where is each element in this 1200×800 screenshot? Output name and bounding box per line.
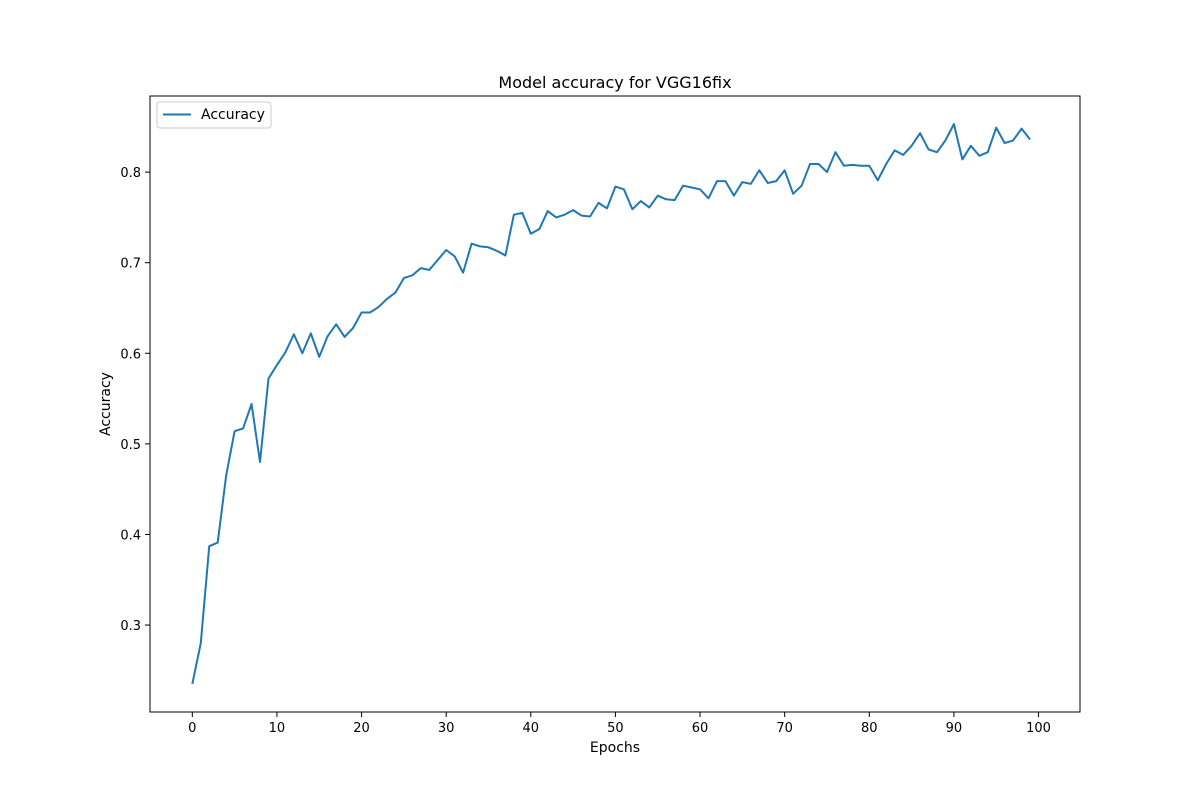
y-tick-label: 0.8 — [120, 166, 141, 181]
y-tick-label: 0.5 — [120, 438, 141, 453]
legend-box — [156, 101, 272, 129]
x-tick-label: 100 — [1026, 721, 1051, 736]
x-tick-label: 90 — [946, 721, 963, 736]
y-axis-ticks: 0.3 0.4 0.5 0.6 0.7 0.8 — [120, 166, 150, 634]
x-tick-label: 40 — [523, 721, 540, 736]
legend-label-accuracy: Accuracy — [201, 107, 265, 123]
plot-area — [150, 96, 1080, 712]
x-axis-ticks: 0 10 20 30 40 50 60 70 80 90 100 — [188, 712, 1051, 736]
x-tick-label: 50 — [607, 721, 624, 736]
y-tick-label: 0.6 — [120, 347, 141, 362]
y-tick-label: 0.7 — [120, 257, 141, 272]
plot-frame — [149, 95, 1081, 713]
x-tick-label: 10 — [269, 721, 286, 736]
series-line-accuracy — [191, 123, 1031, 685]
x-tick-label: 70 — [776, 721, 793, 736]
y-axis-label: Accuracy — [98, 372, 114, 436]
chart-title: Model accuracy for VGG16fix — [498, 73, 731, 92]
y-tick-label: 0.3 — [120, 619, 141, 634]
x-axis-label: Epochs — [590, 740, 640, 756]
x-tick-label: 80 — [861, 721, 878, 736]
x-tick-label: 0 — [188, 721, 196, 736]
x-tick-label: 30 — [438, 721, 455, 736]
legend: Accuracy — [156, 101, 272, 129]
x-tick-label: 20 — [353, 721, 370, 736]
x-tick-label: 60 — [692, 721, 709, 736]
y-tick-label: 0.4 — [120, 528, 141, 543]
